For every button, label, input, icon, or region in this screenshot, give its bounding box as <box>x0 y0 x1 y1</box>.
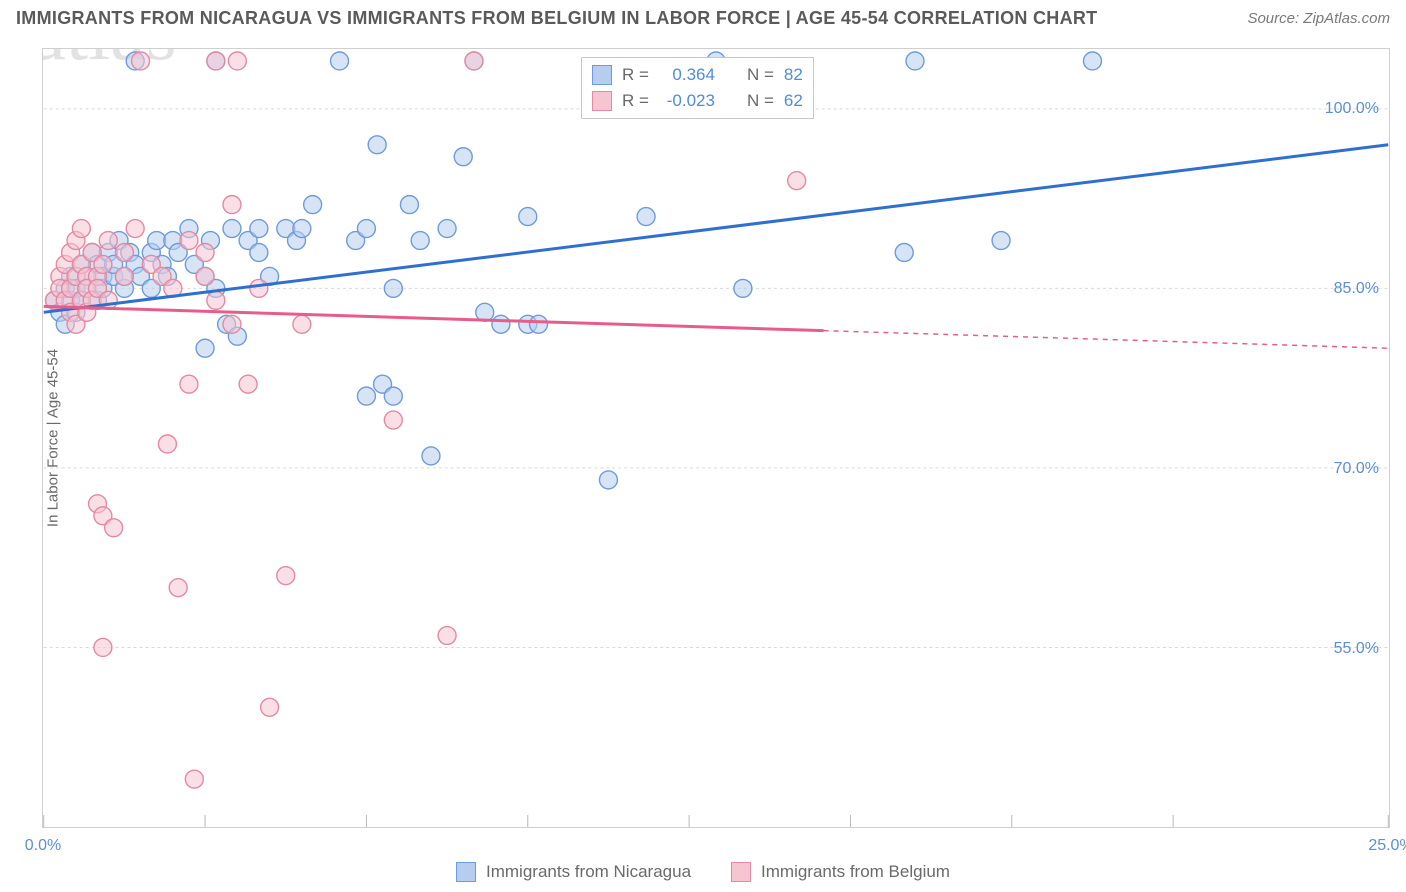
legend-item-belgium: Immigrants from Belgium <box>731 862 950 882</box>
watermark: ZIPatlas <box>43 49 177 77</box>
plot-area: In Labor Force | Age 45-54 ZIPatlas R = … <box>42 48 1390 828</box>
swatch-belgium <box>592 91 612 111</box>
r-value-nicaragua: 0.364 <box>659 65 715 85</box>
svg-text:ZIPatlas: ZIPatlas <box>43 49 177 77</box>
chart-source: Source: ZipAtlas.com <box>1247 10 1390 27</box>
swatch-nicaragua <box>592 65 612 85</box>
y-tick-label: 70.0% <box>1334 460 1379 478</box>
n-label: N = <box>747 91 774 111</box>
n-label: N = <box>747 65 774 85</box>
bottom-legend: Immigrants from Nicaragua Immigrants fro… <box>0 862 1406 882</box>
r-label: R = <box>622 65 649 85</box>
r-label: R = <box>622 91 649 111</box>
legend-swatch-belgium <box>731 862 751 882</box>
scatter-points <box>46 52 1102 788</box>
y-tick-label: 55.0% <box>1334 640 1379 658</box>
y-tick-label: 85.0% <box>1334 280 1379 298</box>
tick-marks <box>44 815 1389 827</box>
stats-row-belgium: R = -0.023 N = 62 <box>592 88 803 114</box>
stats-row-nicaragua: R = 0.364 N = 82 <box>592 62 803 88</box>
n-value-belgium: 62 <box>784 91 803 111</box>
correlation-stats-box: R = 0.364 N = 82 R = -0.023 N = 62 <box>581 57 814 119</box>
legend-item-nicaragua: Immigrants from Nicaragua <box>456 862 691 882</box>
r-value-belgium: -0.023 <box>659 91 715 111</box>
scatter-plot-svg: ZIPatlas <box>43 49 1389 827</box>
x-tick-label: 25.0% <box>1368 837 1406 855</box>
legend-label-belgium: Immigrants from Belgium <box>761 862 950 882</box>
y-tick-label: 100.0% <box>1325 100 1379 118</box>
legend-swatch-nicaragua <box>456 862 476 882</box>
n-value-nicaragua: 82 <box>784 65 803 85</box>
legend-label-nicaragua: Immigrants from Nicaragua <box>486 862 691 882</box>
chart-title: IMMIGRANTS FROM NICARAGUA VS IMMIGRANTS … <box>16 8 1097 29</box>
x-tick-label: 0.0% <box>25 837 61 855</box>
watermark-part2: atlas <box>43 49 177 77</box>
chart-header: IMMIGRANTS FROM NICARAGUA VS IMMIGRANTS … <box>0 0 1406 33</box>
